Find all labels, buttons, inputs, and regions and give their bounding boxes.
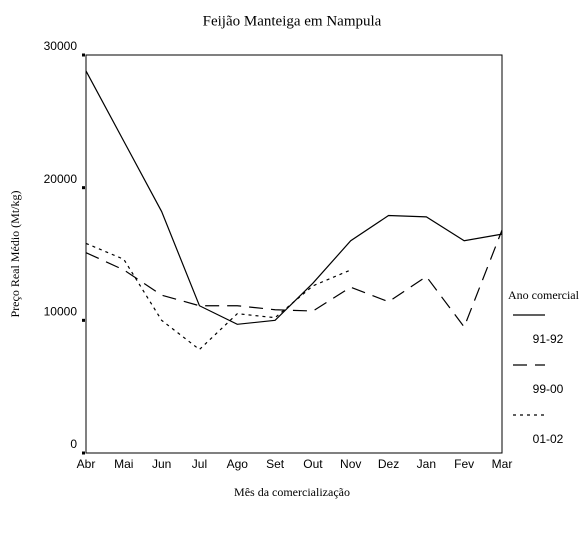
x-tick-label: Jun bbox=[152, 457, 171, 471]
x-axis-label: Mês da comercialização bbox=[234, 485, 350, 499]
data-line bbox=[85, 229, 503, 329]
x-tick-label: Mar bbox=[492, 457, 513, 471]
x-tick-label: Fev bbox=[454, 457, 474, 471]
x-tick-label: Jan bbox=[417, 457, 436, 471]
y-tick-label: 30000 bbox=[44, 39, 78, 53]
y-tick-mark bbox=[82, 53, 85, 57]
y-tick-mark bbox=[82, 186, 85, 190]
x-tick-label: Abr bbox=[77, 457, 96, 471]
chart-title: Feijão Manteiga em Nampula bbox=[203, 13, 382, 29]
legend-title: Ano comercial bbox=[508, 288, 580, 302]
x-tick-label: Nov bbox=[340, 457, 361, 471]
x-tick-label: Dez bbox=[378, 457, 399, 471]
y-tick-label: 20000 bbox=[44, 172, 78, 186]
x-tick-label: Jul bbox=[192, 457, 207, 471]
y-axis-label: Preço Real Médio (Mt/kg) bbox=[8, 191, 22, 318]
legend-label: 01-02 bbox=[533, 432, 564, 446]
x-tick-label: Out bbox=[303, 457, 323, 471]
plot-frame bbox=[85, 54, 503, 454]
legend-label: 91-92 bbox=[533, 332, 564, 346]
legend-label: 99-00 bbox=[533, 382, 564, 396]
x-tick-label: Ago bbox=[227, 457, 249, 471]
y-tick-label: 10000 bbox=[44, 305, 78, 319]
data-line bbox=[85, 242, 351, 351]
y-tick-mark bbox=[82, 451, 85, 455]
x-tick-label: Mai bbox=[114, 457, 133, 471]
x-tick-label: Set bbox=[266, 457, 285, 471]
y-tick-mark bbox=[82, 318, 85, 322]
y-tick-label: 0 bbox=[70, 437, 77, 451]
